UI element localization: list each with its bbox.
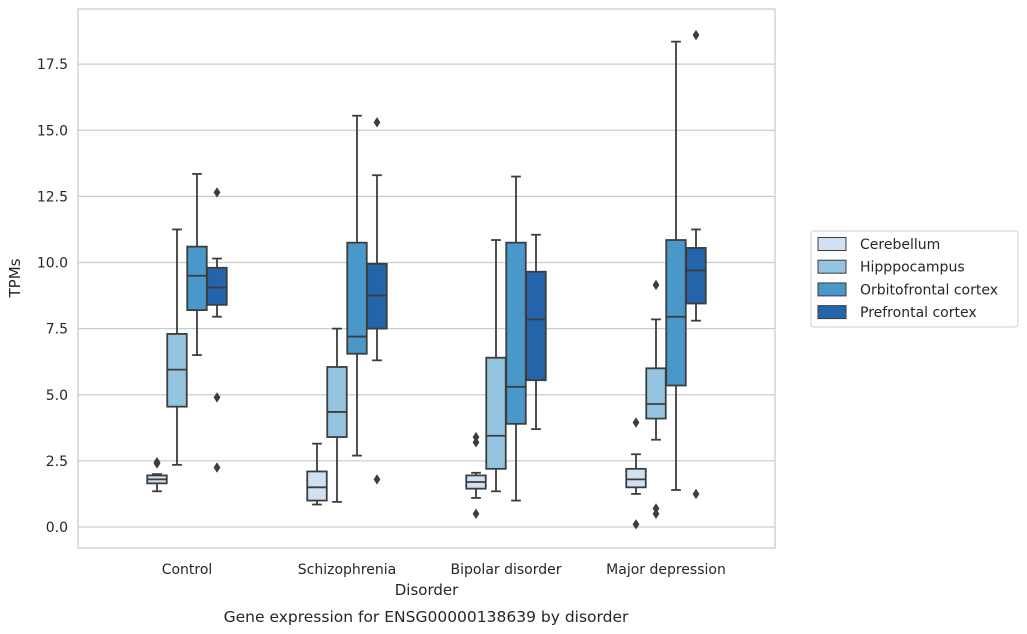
legend-swatch [818, 260, 846, 273]
box-iqr [486, 358, 506, 469]
box-iqr [327, 367, 347, 437]
box-iqr [626, 469, 646, 488]
legend-label: Orbitofrontal cortex [860, 282, 998, 298]
legend-label: Cerebellum [860, 237, 940, 253]
box-iqr [187, 247, 207, 310]
x-tick-label: Major depression [606, 562, 726, 578]
legend-swatch [818, 238, 846, 251]
y-tick-labels: 0.0 2.5 5.0 7.5 10.0 12.5 15.0 17.5 [37, 57, 68, 536]
boxplot-chart: 0.0 2.5 5.0 7.5 10.0 12.5 15.0 17.5 Control Schi… [0, 0, 1027, 634]
box-iqr [526, 272, 546, 380]
x-axis-label: Disorder [395, 581, 459, 599]
y-tick-label: 0.0 [46, 520, 68, 536]
y-tick-label: 17.5 [37, 57, 68, 73]
y-tick-label: 5.0 [46, 388, 68, 404]
x-tick-label: Bipolar disorder [450, 562, 561, 578]
box-iqr [666, 240, 686, 385]
legend: Cerebellum Hipppocampus Orbitofrontal cort… [811, 231, 1018, 327]
legend-label: Prefrontal cortex [860, 305, 977, 321]
box-iqr [506, 243, 526, 424]
y-tick-label: 15.0 [37, 123, 68, 139]
y-axis-label: TPMs [6, 258, 24, 298]
box-iqr [307, 471, 327, 500]
y-tick-label: 10.0 [37, 256, 68, 272]
box-iqr [646, 368, 666, 418]
chart-caption: Gene expression for ENSG00000138639 by d… [224, 608, 629, 626]
y-tick-label: 2.5 [46, 454, 68, 470]
x-tick-label: Control [162, 562, 213, 578]
x-tick-label: Schizophrenia [298, 562, 396, 578]
y-tick-label: 12.5 [37, 189, 68, 205]
box-iqr [207, 268, 227, 305]
legend-swatch [818, 306, 846, 319]
legend-swatch [818, 283, 846, 296]
legend-label: Hipppocampus [860, 260, 965, 276]
x-tick-labels: Control Schizophrenia Bipolar disorder Majo… [162, 562, 726, 578]
box-iqr [686, 248, 706, 304]
y-tick-label: 7.5 [46, 322, 68, 338]
